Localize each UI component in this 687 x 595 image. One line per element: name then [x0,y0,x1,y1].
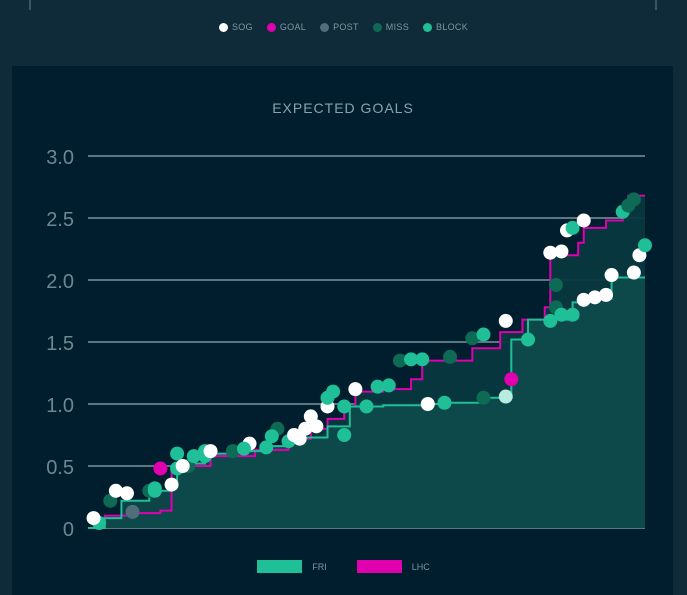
legend-item-sog[interactable]: SOG [218,22,253,32]
lhc-shot-sog-point[interactable] [348,382,363,397]
lhc-shot-block-point[interactable] [320,390,335,405]
legend-label: BLOCK [436,22,469,32]
frame-right-tick [655,0,657,10]
chart-title: EXPECTED GOALS [272,100,414,116]
legend-item-fri[interactable]: FRI [257,560,327,573]
lhc-shot-goal-point[interactable] [153,461,168,476]
fri-shot-sog-point[interactable] [626,265,641,280]
fri-shot-block-point[interactable] [521,332,536,347]
lhc-shot-sog-point[interactable] [175,459,190,473]
lhc-shot-sog-point[interactable] [287,428,302,442]
fri-shot-miss-point[interactable] [225,444,240,459]
lhc-shot-sog-point[interactable] [576,213,591,228]
sog-dot-icon [218,22,228,32]
fri-shot-miss-point[interactable] [548,277,563,292]
post-dot-icon [320,22,330,32]
fri-shot-sog-point[interactable] [420,397,435,411]
lhc-shot-goal-point[interactable] [504,372,519,387]
y-tick-label: 0.5 [46,457,74,479]
fri-shot-block-point[interactable] [638,238,652,253]
lhc-shot-miss-point[interactable] [392,353,407,368]
fri-shot-block-point[interactable] [337,399,352,414]
legend-item-post[interactable]: POST [320,22,359,32]
top-frame [0,0,687,60]
legend-label: FRI [312,561,327,572]
fri-shot-block-point[interactable] [437,395,452,410]
lhc-shot-block-point[interactable] [415,352,430,367]
lhc-shot-miss-point[interactable] [626,192,641,207]
lhc-shot-sog-point[interactable] [303,409,318,424]
lhc-shot-block-point[interactable] [404,352,419,367]
lhc-shot-block-point[interactable] [147,483,162,498]
block-dot-icon [423,22,433,32]
fri-swatch [257,560,303,573]
fri-shot-miss-point[interactable] [476,390,491,405]
fri-shot-block_light-point[interactable] [498,389,513,404]
lhc-shot-block-point[interactable] [381,378,396,393]
y-tick-label: 2.5 [46,209,74,231]
legend-item-lhc[interactable]: LHC [356,560,430,573]
fri-shot-sog-point[interactable] [587,290,602,305]
fri-xg-area [88,277,645,528]
lhc-shot-miss-point[interactable] [465,331,480,346]
lhc-shot-block-point[interactable] [476,327,491,342]
fri-shot-sog-point[interactable] [576,292,591,307]
lhc-shot-miss-point[interactable] [443,349,458,364]
lhc-shot-block-point[interactable] [170,446,185,461]
lhc-shot-block-point[interactable] [236,441,251,456]
miss-dot-icon [372,22,382,32]
legend-item-goal[interactable]: GOAL [266,22,307,32]
fri-shot-block-point[interactable] [359,399,374,414]
lhc-shot-sog-point[interactable] [498,313,513,328]
legend-label: LHC [411,561,430,572]
fri-shot-block-point[interactable] [554,307,569,322]
lhc-shot-sog-point[interactable] [203,444,218,459]
fri-shot-sog-point[interactable] [119,486,134,501]
lhc-shot-sog-point[interactable] [86,511,101,526]
lhc-shot-sog-point[interactable] [298,421,313,436]
fri-shot-sog-point[interactable] [164,477,179,492]
y-tick-label: 1.5 [46,333,74,355]
lhc-shot-block-point[interactable] [264,429,279,444]
fri-shot-block-point[interactable] [565,307,580,322]
lhc-shot-block-point[interactable] [565,220,580,235]
lhc-shot-post-point[interactable] [125,504,140,519]
lhc-shot-block-point[interactable] [370,379,385,394]
legend-label: MISS [385,22,410,32]
y-tick-label: 2.0 [46,271,74,293]
fri-shot-block-point[interactable] [259,440,274,455]
fri-shot-sog-point[interactable] [604,268,619,283]
y-tick-label: 3.0 [46,147,74,169]
frame-left-tick [29,0,31,10]
legend-item-miss[interactable]: MISS [372,22,410,32]
legend-label: SOG [231,22,253,32]
team-legend: FRI LHC [0,560,687,573]
legend-label: POST [333,22,359,32]
fri-shot-block-point[interactable] [186,449,201,464]
goal-dot-icon [266,22,276,32]
y-tick-label: 1.0 [46,395,74,417]
fri-shot-sog-point[interactable] [599,287,614,302]
lhc-swatch [356,560,402,573]
fri-shot-block-point[interactable] [337,428,352,442]
fri-shot-block-point[interactable] [543,313,558,328]
legend-label: GOAL [279,22,307,32]
legend-item-block[interactable]: BLOCK [423,22,468,32]
lhc-shot-sog-point[interactable] [108,483,123,498]
shot-type-legend: SOG GOAL POST MISS BLOCK [0,22,687,32]
lhc-shot-sog-point[interactable] [554,244,569,259]
y-tick-label: 0 [63,519,74,541]
lhc-shot-sog-point[interactable] [543,245,558,260]
